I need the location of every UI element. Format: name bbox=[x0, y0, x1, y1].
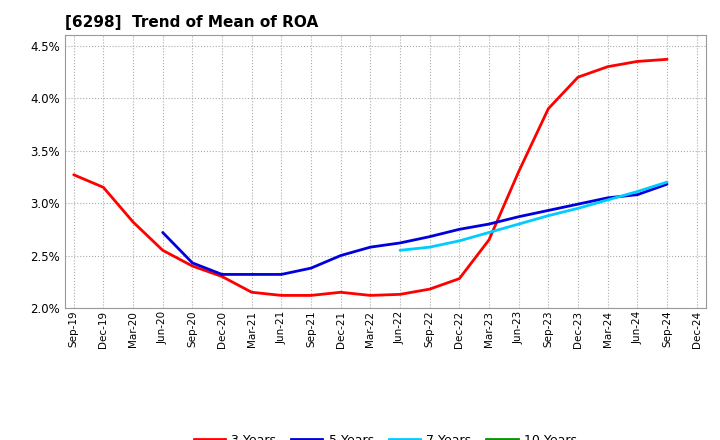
3 Years bbox=[603, 64, 612, 70]
3 Years bbox=[574, 74, 582, 80]
3 Years bbox=[544, 106, 553, 111]
5 Years bbox=[514, 214, 523, 220]
5 Years bbox=[277, 272, 286, 277]
5 Years bbox=[574, 202, 582, 207]
3 Years bbox=[366, 293, 374, 298]
3 Years bbox=[662, 57, 671, 62]
5 Years bbox=[188, 260, 197, 265]
7 Years bbox=[574, 205, 582, 211]
3 Years bbox=[217, 274, 226, 279]
Text: [6298]  Trend of Mean of ROA: [6298] Trend of Mean of ROA bbox=[65, 15, 318, 30]
3 Years bbox=[514, 169, 523, 174]
7 Years bbox=[603, 197, 612, 202]
3 Years bbox=[336, 290, 345, 295]
3 Years bbox=[158, 248, 167, 253]
7 Years bbox=[544, 213, 553, 218]
3 Years bbox=[426, 286, 434, 292]
5 Years bbox=[485, 221, 493, 227]
Line: 7 Years: 7 Years bbox=[400, 182, 667, 250]
5 Years bbox=[455, 227, 464, 232]
5 Years bbox=[366, 245, 374, 250]
3 Years bbox=[69, 172, 78, 177]
3 Years bbox=[277, 293, 286, 298]
Line: 5 Years: 5 Years bbox=[163, 184, 667, 275]
7 Years bbox=[633, 189, 642, 194]
5 Years bbox=[633, 192, 642, 197]
5 Years bbox=[396, 240, 405, 246]
3 Years bbox=[188, 264, 197, 269]
5 Years bbox=[544, 208, 553, 213]
7 Years bbox=[514, 221, 523, 227]
7 Years bbox=[485, 230, 493, 235]
3 Years bbox=[455, 276, 464, 281]
3 Years bbox=[633, 59, 642, 64]
7 Years bbox=[455, 238, 464, 243]
5 Years bbox=[248, 272, 256, 277]
3 Years bbox=[307, 293, 315, 298]
7 Years bbox=[662, 180, 671, 185]
5 Years bbox=[217, 272, 226, 277]
7 Years bbox=[396, 248, 405, 253]
Line: 3 Years: 3 Years bbox=[73, 59, 667, 295]
3 Years bbox=[129, 219, 138, 224]
5 Years bbox=[603, 195, 612, 201]
5 Years bbox=[336, 253, 345, 258]
3 Years bbox=[99, 185, 108, 190]
5 Years bbox=[158, 230, 167, 235]
5 Years bbox=[662, 182, 671, 187]
3 Years bbox=[248, 290, 256, 295]
5 Years bbox=[307, 265, 315, 271]
3 Years bbox=[396, 292, 405, 297]
5 Years bbox=[426, 234, 434, 239]
Legend: 3 Years, 5 Years, 7 Years, 10 Years: 3 Years, 5 Years, 7 Years, 10 Years bbox=[189, 429, 582, 440]
3 Years bbox=[485, 237, 493, 242]
7 Years bbox=[426, 245, 434, 250]
